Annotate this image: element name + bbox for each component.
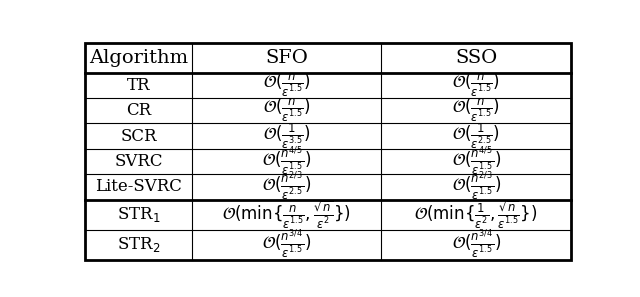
- Text: $\mathcal{O}(\frac{n^{4/5}}{\epsilon^{1.5}})$: $\mathcal{O}(\frac{n^{4/5}}{\epsilon^{1.…: [452, 145, 501, 178]
- Text: $\mathcal{O}(\frac{n^{4/5}}{\epsilon^{1.5}})$: $\mathcal{O}(\frac{n^{4/5}}{\epsilon^{1.…: [262, 145, 311, 178]
- Text: $\mathcal{O}(\frac{n}{\epsilon^{1.5}})$: $\mathcal{O}(\frac{n}{\epsilon^{1.5}})$: [452, 72, 500, 99]
- Text: $\mathcal{O}(\frac{1}{\epsilon^{3.5}})$: $\mathcal{O}(\frac{1}{\epsilon^{3.5}})$: [262, 121, 310, 151]
- Text: $\mathcal{O}(\mathrm{min}\{\frac{n}{\epsilon^{1.5}}, \frac{\sqrt{n}}{\epsilon^{2: $\mathcal{O}(\mathrm{min}\{\frac{n}{\eps…: [222, 199, 351, 230]
- Text: SCR: SCR: [120, 128, 157, 145]
- Text: $\mathcal{O}(\frac{n^{2/3}}{\epsilon^{2.5}})$: $\mathcal{O}(\frac{n^{2/3}}{\epsilon^{2.…: [262, 170, 311, 203]
- Text: $\mathcal{O}(\frac{n^{3/4}}{\epsilon^{1.5}})$: $\mathcal{O}(\frac{n^{3/4}}{\epsilon^{1.…: [262, 228, 311, 261]
- Text: $\mathcal{O}(\frac{n}{\epsilon^{1.5}})$: $\mathcal{O}(\frac{n}{\epsilon^{1.5}})$: [262, 97, 310, 124]
- Text: $\mathcal{O}(\mathrm{min}\{\frac{1}{\epsilon^{2}}, \frac{\sqrt{n}}{\epsilon^{1.5: $\mathcal{O}(\mathrm{min}\{\frac{1}{\eps…: [415, 199, 538, 230]
- Text: Algorithm: Algorithm: [89, 48, 188, 67]
- Text: $\mathcal{O}(\frac{1}{\epsilon^{2.5}})$: $\mathcal{O}(\frac{1}{\epsilon^{2.5}})$: [452, 121, 500, 151]
- Text: $\mathcal{O}(\frac{n}{\epsilon^{1.5}})$: $\mathcal{O}(\frac{n}{\epsilon^{1.5}})$: [452, 97, 500, 124]
- Text: CR: CR: [126, 102, 151, 119]
- Text: STR$_1$: STR$_1$: [116, 205, 160, 224]
- Text: TR: TR: [127, 77, 150, 94]
- Text: SSO: SSO: [455, 48, 497, 67]
- Text: SVRC: SVRC: [114, 153, 163, 170]
- Text: $\mathcal{O}(\frac{n^{3/4}}{\epsilon^{1.5}})$: $\mathcal{O}(\frac{n^{3/4}}{\epsilon^{1.…: [452, 228, 501, 261]
- Text: $\mathcal{O}(\frac{n}{\epsilon^{1.5}})$: $\mathcal{O}(\frac{n}{\epsilon^{1.5}})$: [262, 72, 310, 99]
- Text: Lite-SVRC: Lite-SVRC: [95, 178, 182, 195]
- Text: STR$_2$: STR$_2$: [116, 235, 160, 254]
- Text: SFO: SFO: [265, 48, 308, 67]
- Text: $\mathcal{O}(\frac{n^{2/3}}{\epsilon^{1.5}})$: $\mathcal{O}(\frac{n^{2/3}}{\epsilon^{1.…: [452, 170, 501, 203]
